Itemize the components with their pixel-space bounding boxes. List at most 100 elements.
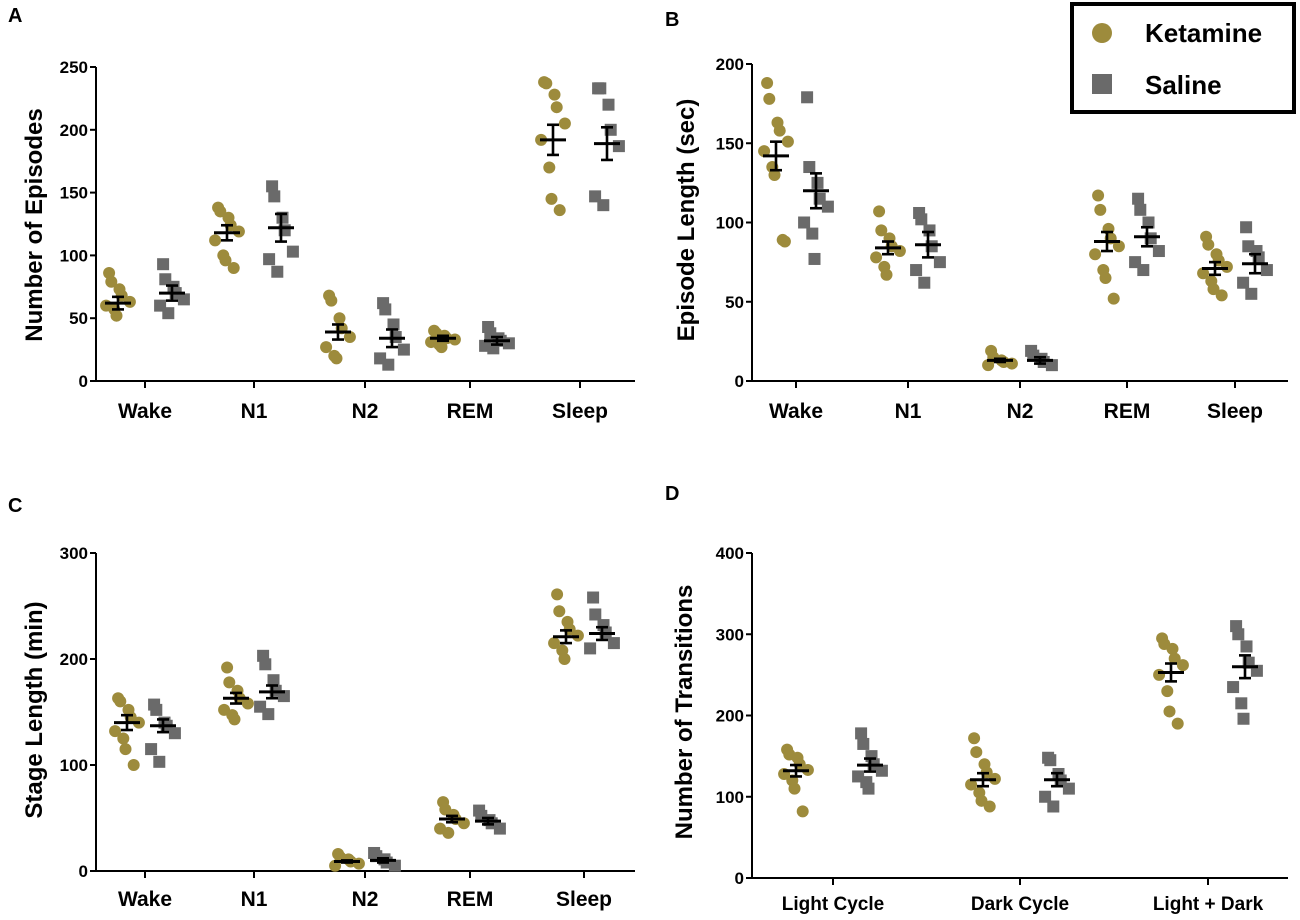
saline-point (1152, 245, 1165, 258)
ketamine-point (983, 800, 996, 813)
legend: Ketamine Saline (1070, 2, 1296, 114)
saline-point (1045, 359, 1058, 372)
saline-point (587, 591, 600, 604)
x-tick-label-b: REM (1104, 400, 1151, 423)
saline-point (857, 737, 870, 750)
y-tick-label-d: 200 (716, 707, 744, 726)
saline-point (263, 253, 276, 266)
ketamine-point (117, 732, 130, 745)
y-axis-title-d: Number of Transitions (671, 585, 698, 840)
saline-point (388, 859, 401, 872)
saline-point (918, 276, 931, 289)
ketamine-point (1094, 203, 1107, 216)
y-tick-label-c: 0 (79, 862, 88, 881)
saline-point (1232, 628, 1245, 641)
saline-point (1047, 800, 1060, 813)
ketamine-point (1099, 271, 1112, 284)
ketamine-point (1089, 248, 1102, 261)
ketamine-point (553, 204, 566, 217)
saline-point (259, 658, 272, 671)
ketamine-point (241, 697, 254, 710)
x-tick-label-b: Sleep (1207, 400, 1263, 423)
saline-point (1132, 192, 1145, 205)
x-tick-label-a: N1 (241, 400, 268, 423)
x-tick-label-a: Wake (118, 400, 172, 423)
panel-letter-a: A (8, 5, 22, 27)
saline-point (150, 703, 163, 716)
saline-point (162, 307, 175, 320)
ketamine-point (873, 205, 886, 218)
y-axis-title-b: Episode Length (sec) (673, 99, 700, 342)
legend-marker-saline (1092, 74, 1112, 94)
saline-point (1237, 276, 1250, 289)
ketamine-point (965, 778, 978, 791)
ketamine-point (214, 205, 227, 218)
saline-point (1260, 264, 1273, 277)
saline-point (808, 252, 821, 265)
saline-point (803, 161, 816, 174)
saline-point (1062, 782, 1075, 795)
ketamine-point (761, 77, 774, 90)
saline-point (1039, 790, 1052, 803)
ketamine-point (1153, 668, 1166, 681)
x-tick-label-c: REM (447, 888, 494, 911)
ketamine-point (330, 352, 343, 365)
x-tick-label-a: Sleep (552, 400, 608, 423)
ketamine-point (442, 826, 455, 839)
panel-d: D Number of Transitions 0 100 200 300 400 Lig… (665, 483, 1288, 915)
ketamine-point (227, 261, 240, 274)
saline-point (798, 216, 811, 229)
saline-point (1137, 264, 1150, 277)
saline-point (1235, 697, 1248, 710)
x-tick-label-b: N1 (895, 400, 922, 423)
saline-point (268, 190, 281, 203)
panel-b: B Episode Length (sec) 0 50 100 150 200 Wake N… (665, 9, 1288, 423)
y-tick-label-c: 100 (60, 756, 88, 775)
ketamine-point (223, 676, 236, 689)
y-tick-label-a: 150 (60, 184, 88, 203)
x-tick-label-c: N2 (352, 888, 379, 911)
saline-point (1237, 712, 1250, 725)
ketamine-point (1166, 642, 1179, 655)
x-tick-label-c: N1 (241, 888, 268, 911)
saline-point (387, 318, 400, 331)
y-tick-label-a: 250 (60, 58, 88, 77)
ketamine-point (1197, 267, 1210, 280)
x-tick-label-c: Sleep (556, 888, 612, 911)
y-tick-label-a: 0 (79, 372, 88, 391)
ketamine-point (1112, 240, 1125, 253)
saline-point (267, 674, 280, 687)
ketamine-point (781, 135, 794, 148)
panel-a: A Number of Episodes 0 50 100 150 200 250 Wake… (8, 5, 635, 423)
ketamine-point (219, 254, 232, 267)
ketamine-point (228, 713, 241, 726)
ketamine-point (970, 746, 983, 759)
ketamine-point (1168, 652, 1181, 665)
saline-point (177, 293, 190, 306)
ketamine-point (773, 124, 786, 137)
y-tick-label-d: 300 (716, 625, 744, 644)
saline-point (382, 358, 395, 371)
panel-c: C Stage Length (min) 0 100 200 300 Wake N1 N2 R… (8, 495, 635, 911)
saline-point (597, 199, 610, 212)
legend-label-saline: Saline (1145, 70, 1222, 100)
ketamine-point (548, 637, 561, 650)
ketamine-point (1163, 705, 1176, 718)
ketamine-point (325, 294, 338, 307)
saline-point (157, 258, 170, 271)
ketamine-point (1220, 260, 1233, 273)
saline-point (271, 265, 284, 278)
ketamine-point (109, 725, 122, 738)
y-tick-label-a: 200 (60, 121, 88, 140)
ketamine-point (558, 117, 571, 130)
ketamine-point (333, 312, 346, 325)
y-tick-label-a: 100 (60, 246, 88, 265)
ketamine-point (768, 168, 781, 181)
ketamine-point (127, 759, 140, 771)
saline-point (811, 176, 824, 189)
ketamine-point (548, 88, 561, 101)
saline-point (1245, 287, 1258, 300)
panel-letter-d: D (665, 483, 679, 505)
ketamine-point (105, 275, 118, 288)
